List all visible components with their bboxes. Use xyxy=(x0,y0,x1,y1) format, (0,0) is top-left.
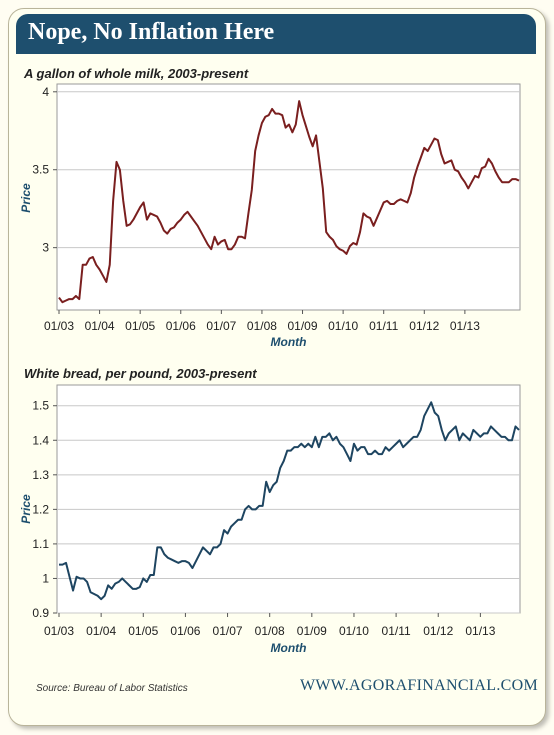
bread-xtick-label: 01/07 xyxy=(213,624,243,638)
bread-xtick-label: 01/04 xyxy=(86,624,116,638)
milk-xtick-label: 01/12 xyxy=(409,319,439,333)
milk-x-axis-label: Month xyxy=(271,335,307,349)
milk-xtick-label: 01/13 xyxy=(450,319,480,333)
bread-ytick-label: 1.1 xyxy=(32,537,49,551)
milk-xtick-label: 01/11 xyxy=(369,319,398,333)
milk-ytick-label: 4 xyxy=(42,85,49,99)
bread-ytick-label: 1.5 xyxy=(32,399,49,413)
milk-xtick-label: 01/10 xyxy=(328,319,358,333)
milk-ytick-label: 3.5 xyxy=(32,163,49,177)
bread-ytick-label: 1 xyxy=(42,571,49,585)
bread-price-line xyxy=(59,401,520,601)
bread-ytick-label: 1.4 xyxy=(32,433,49,447)
bread-xtick-label: 01/03 xyxy=(44,624,74,638)
bread-ytick-label: 1.2 xyxy=(32,502,49,516)
source-note: Source: Bureau of Labor Statistics xyxy=(36,683,188,694)
milk-chart-title: A gallon of whole milk, 2003-present xyxy=(24,66,249,81)
bread-xtick-label: 01/11 xyxy=(382,624,411,638)
bread-x-axis-label: Month xyxy=(271,641,307,655)
milk-price-line xyxy=(58,100,520,304)
milk-xtick-label: 01/08 xyxy=(247,319,277,333)
milk-y-axis-label: Price xyxy=(19,183,33,213)
bread-xtick-label: 01/08 xyxy=(255,624,285,638)
bread-xtick-label: 01/09 xyxy=(297,624,327,638)
bread-ytick-label: 0.9 xyxy=(32,606,49,620)
bread-plot-area xyxy=(56,384,521,614)
bread-chart-title: White bread, per pound, 2003-present xyxy=(24,366,257,381)
website-label: WWW.AGORAFINANCIAL.COM xyxy=(300,677,538,694)
milk-xtick-label: 01/03 xyxy=(44,319,74,333)
banner-title: Nope, No Inflation Here xyxy=(28,19,275,45)
bread-xtick-label: 01/10 xyxy=(339,624,369,638)
milk-ytick-label: 3 xyxy=(42,241,49,255)
bread-y-axis-label: Price xyxy=(19,494,33,524)
title-banner: Nope, No Inflation Here xyxy=(16,14,536,54)
bread-ytick-label: 1.3 xyxy=(32,468,49,482)
bread-xtick-label: 01/13 xyxy=(465,624,495,638)
bread-xtick-label: 01/12 xyxy=(423,624,453,638)
milk-plot-area xyxy=(56,83,521,311)
milk-xtick-label: 01/04 xyxy=(85,319,115,333)
milk-xtick-label: 01/09 xyxy=(288,319,318,333)
milk-xtick-label: 01/05 xyxy=(125,319,155,333)
bread-xtick-label: 01/06 xyxy=(170,624,200,638)
milk-xtick-label: 01/07 xyxy=(206,319,236,333)
milk-xtick-label: 01/06 xyxy=(166,319,196,333)
bread-xtick-label: 01/05 xyxy=(128,624,158,638)
